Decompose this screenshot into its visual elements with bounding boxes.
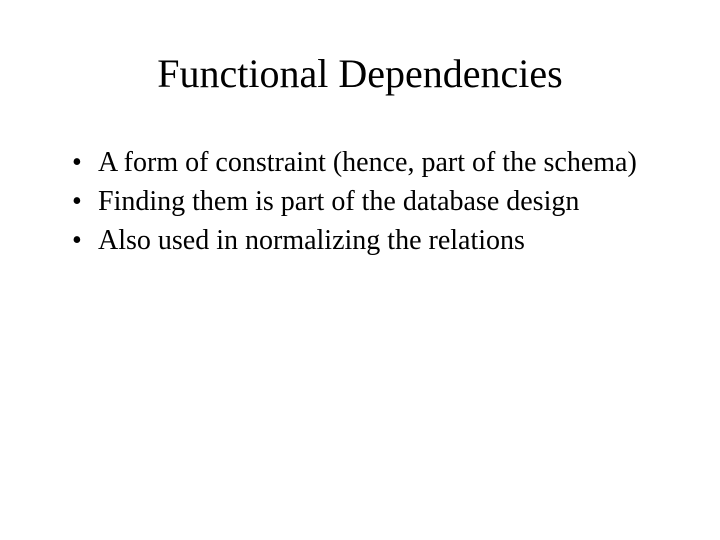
- bullet-list: A form of constraint (hence, part of the…: [60, 145, 660, 258]
- slide-container: Functional Dependencies A form of constr…: [0, 0, 720, 540]
- bullet-item: Also used in normalizing the relations: [68, 223, 660, 258]
- bullet-item: Finding them is part of the database des…: [68, 184, 660, 219]
- bullet-item: A form of constraint (hence, part of the…: [68, 145, 660, 180]
- slide-title: Functional Dependencies: [60, 50, 660, 97]
